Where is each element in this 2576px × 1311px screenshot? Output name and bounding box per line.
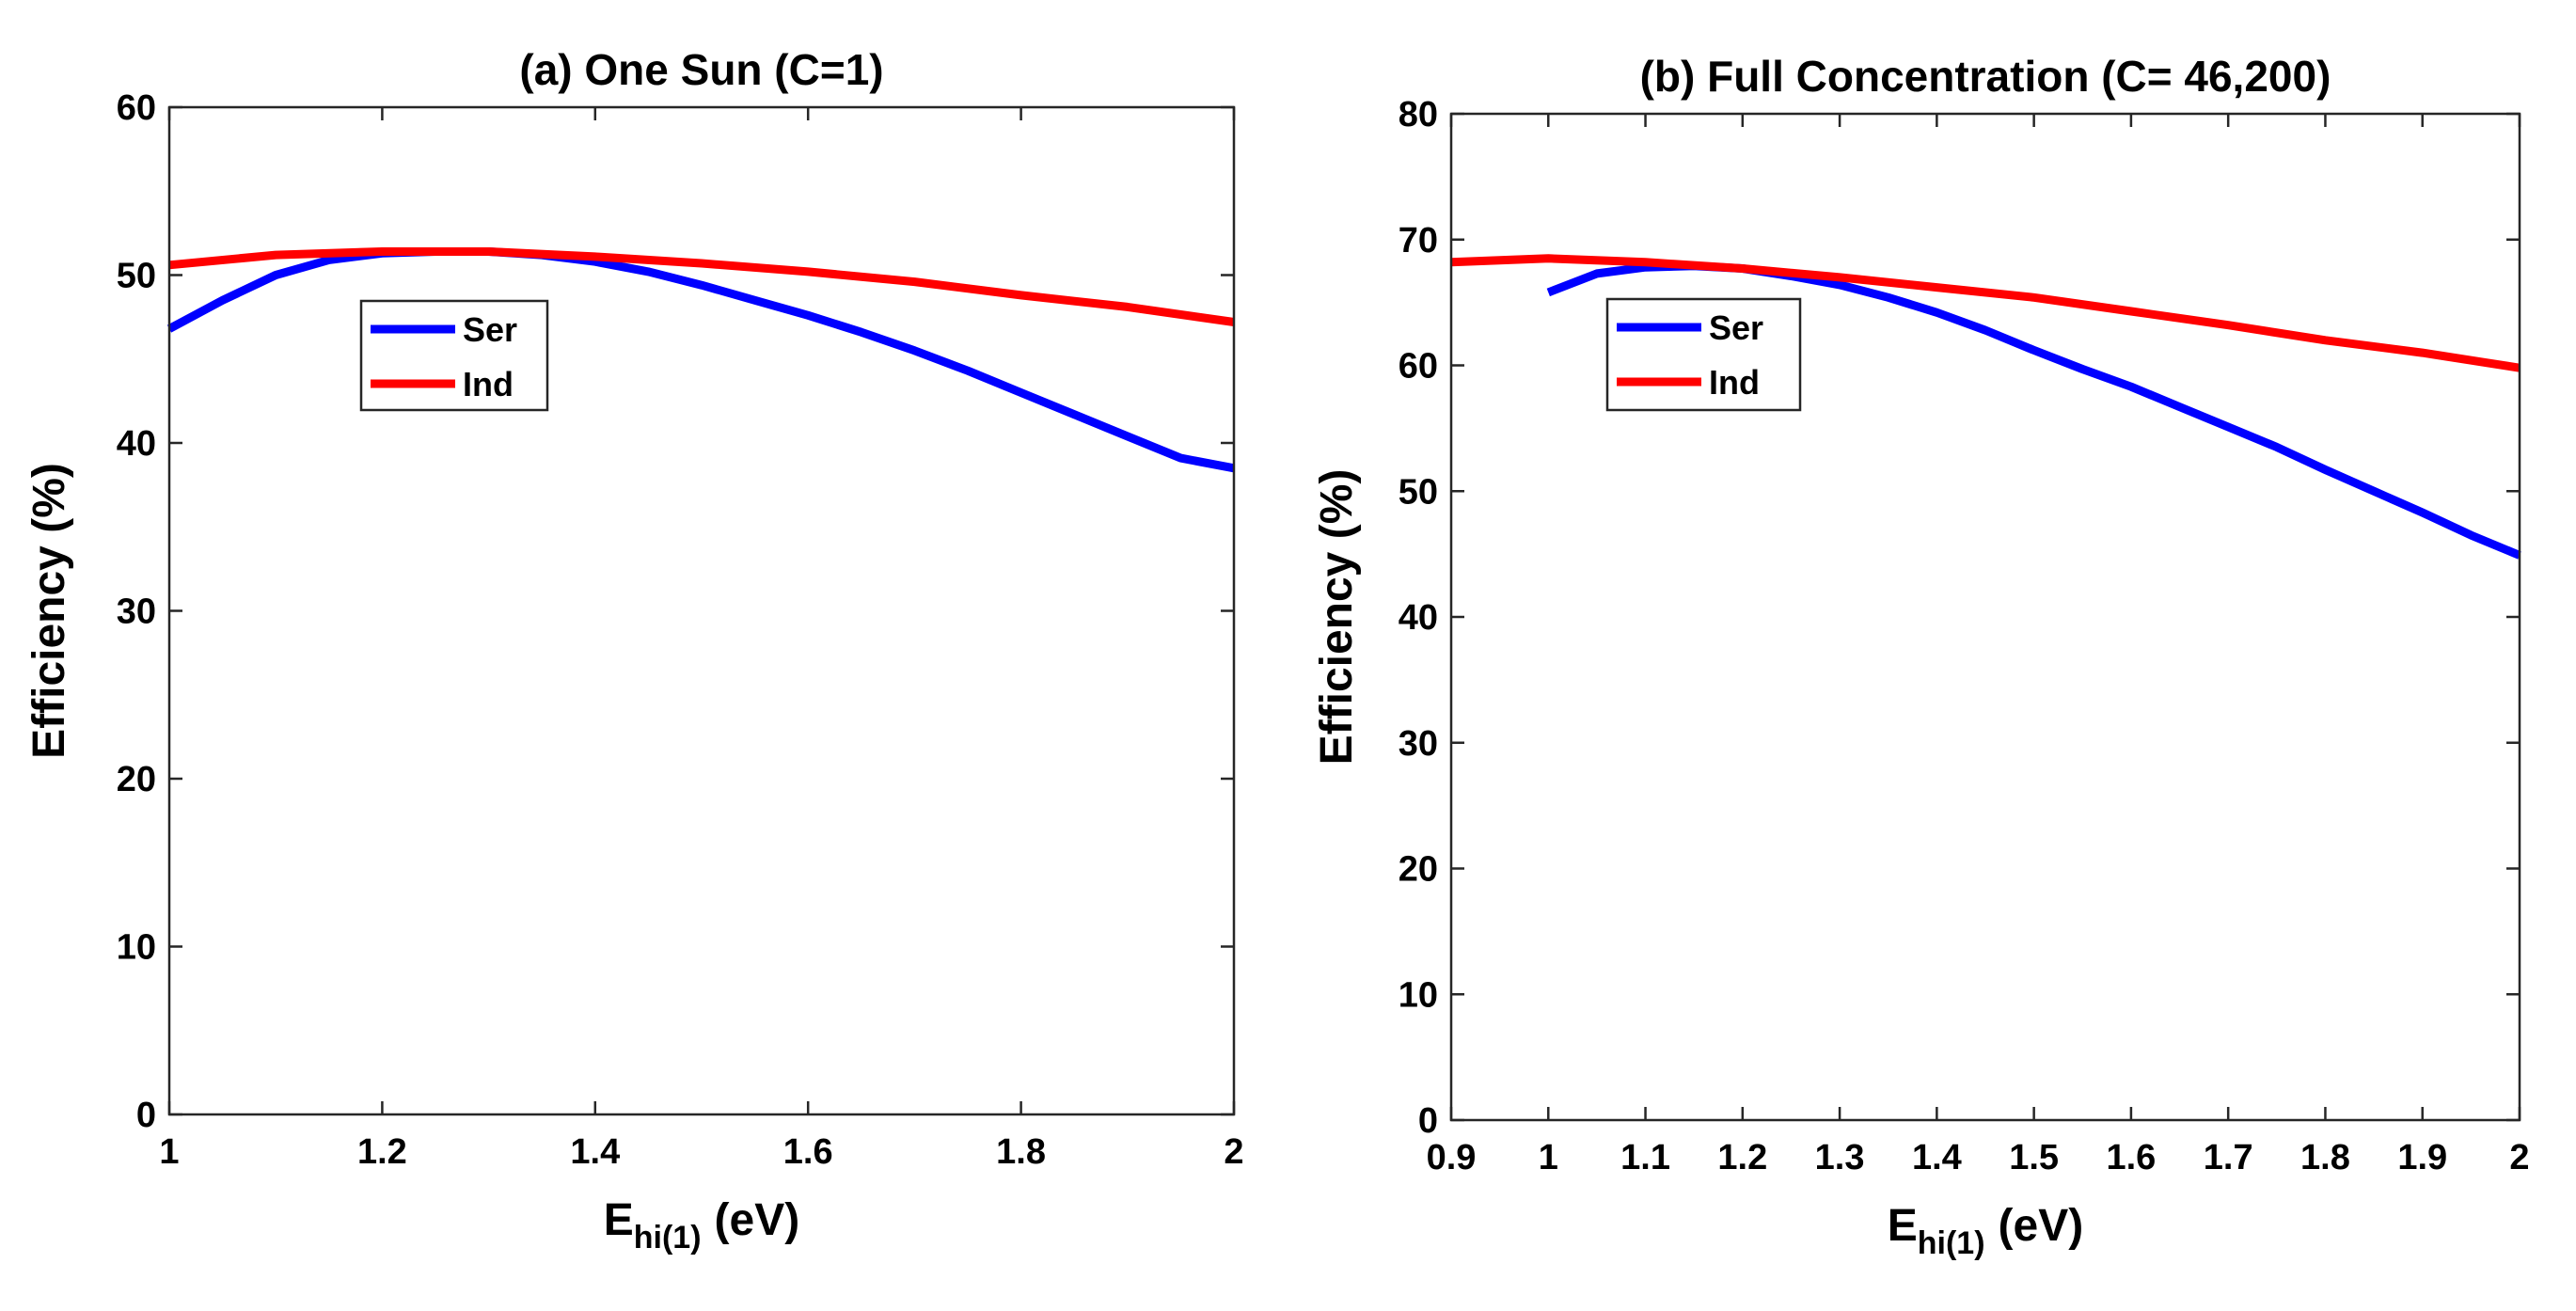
chart-2-x-tick-label: 1.4 <box>1912 1138 1962 1177</box>
chart-1-legend-box <box>359 299 549 412</box>
chart-2-x-tick-label: 1.8 <box>2300 1138 2350 1177</box>
chart-1-y-tick-label: 30 <box>117 592 156 632</box>
chart-1-y-axis-label: Efficiency (%) <box>24 463 74 759</box>
chart-1-title: (a) One Sun (C=1) <box>519 45 883 94</box>
chart-1-x-axis-label-unit: (eV) <box>715 1195 800 1245</box>
chart-2-x-axis-label-main: E <box>1888 1201 1918 1251</box>
chart-2-y-tick-label: 40 <box>1399 598 1438 638</box>
chart-2-x-tick-label: 1.2 <box>1717 1138 1767 1177</box>
chart-1-series-ser-line <box>166 247 1235 473</box>
chart-1-x-tick-label: 1.2 <box>357 1132 407 1172</box>
chart-2-x-axis-label: Ehi(1) (eV) <box>1888 1201 2083 1261</box>
chart-2-y-tick-label: 30 <box>1399 724 1438 764</box>
chart-2-y-tick-label: 60 <box>1399 347 1438 387</box>
chart-2-axes-frame <box>1449 112 2521 1122</box>
chart-2: (b) Full Concentration (C= 46,200) 0.9 1 1.… <box>1312 52 2530 1261</box>
chart-1-x-tick-label: 2 <box>1224 1132 1243 1172</box>
chart-2-y-tick-label: 0 <box>1418 1101 1438 1141</box>
chart-2-x-tick-label: 1.3 <box>1815 1138 1865 1177</box>
chart-2-y-tick-label: 50 <box>1399 472 1438 512</box>
chart-2-x-tick-label: 1.6 <box>2106 1138 2156 1177</box>
chart-1-axes-frame <box>167 105 1236 1116</box>
chart-2-y-axis-label: Efficiency (%) <box>1312 469 1362 766</box>
chart-1-x-tick-label: 1.6 <box>783 1132 833 1172</box>
chart-2-y-tick-label: 80 <box>1399 95 1438 134</box>
chart-1-x-axis-label: Ehi(1) (eV) <box>604 1195 799 1256</box>
chart-2-y-tick-label: 20 <box>1399 850 1438 890</box>
chart-2-x-tick-label: 1 <box>1539 1138 1558 1177</box>
chart-2-legend: Ser Ind <box>1605 297 1802 412</box>
chart-1-y-tick-label: 10 <box>117 928 156 968</box>
chart-1-y-tick-label: 60 <box>117 88 156 128</box>
chart-2-legend-label-ser: Ser <box>1709 308 1763 347</box>
chart-2-x-tick-label: 0.9 <box>1427 1138 1477 1177</box>
chart-1-x-tick-label: 1 <box>159 1132 179 1172</box>
chart-2-legend-label-ind: Ind <box>1709 363 1760 402</box>
chart-1-legend: Ser Ind <box>359 299 549 412</box>
chart-1-series-ind-line <box>168 247 1235 326</box>
chart-2-legend-box <box>1605 297 1802 412</box>
chart-2-series-ind-line <box>1450 254 2521 372</box>
chart-1-y-tick-label: 0 <box>136 1096 156 1135</box>
chart-1-y-tick-label: 40 <box>117 424 156 464</box>
chart-2-title: (b) Full Concentration (C= 46,200) <box>1640 52 2331 101</box>
chart-1-x-tick-label: 1.8 <box>996 1132 1046 1172</box>
chart-1-x-axis-label-main: E <box>604 1195 634 1245</box>
chart-2-x-axis-label-sub: hi(1) <box>1918 1225 1985 1261</box>
chart-1-x-tick-label: 1.4 <box>570 1132 620 1172</box>
chart-1-y-tick-label: 50 <box>117 257 156 296</box>
chart-2-x-axis-label-unit: (eV) <box>1999 1201 2084 1251</box>
chart-2-x-tick-label: 1.5 <box>2009 1138 2059 1177</box>
chart-1-legend-label-ind: Ind <box>463 365 514 403</box>
chart-2-x-tick-label: 1.7 <box>2204 1138 2253 1177</box>
chart-1: (a) One Sun (C=1)1 1.2 1.4 1.6 1.8 2010203040… <box>24 45 1244 1256</box>
chart-2-y-tick-label: 70 <box>1399 221 1438 261</box>
chart-1-x-axis-label-sub: hi(1) <box>634 1220 702 1256</box>
chart-2-x-tick-label: 2 <box>2509 1138 2529 1177</box>
chart-1-y-tick-label: 20 <box>117 760 156 799</box>
chart-2-y-tick-label: 10 <box>1399 975 1438 1015</box>
chart-1-legend-label-ser: Ser <box>463 310 517 349</box>
chart-2-x-tick-label: 1.9 <box>2397 1138 2447 1177</box>
chart-2-x-tick-label: 1.1 <box>1620 1138 1670 1177</box>
